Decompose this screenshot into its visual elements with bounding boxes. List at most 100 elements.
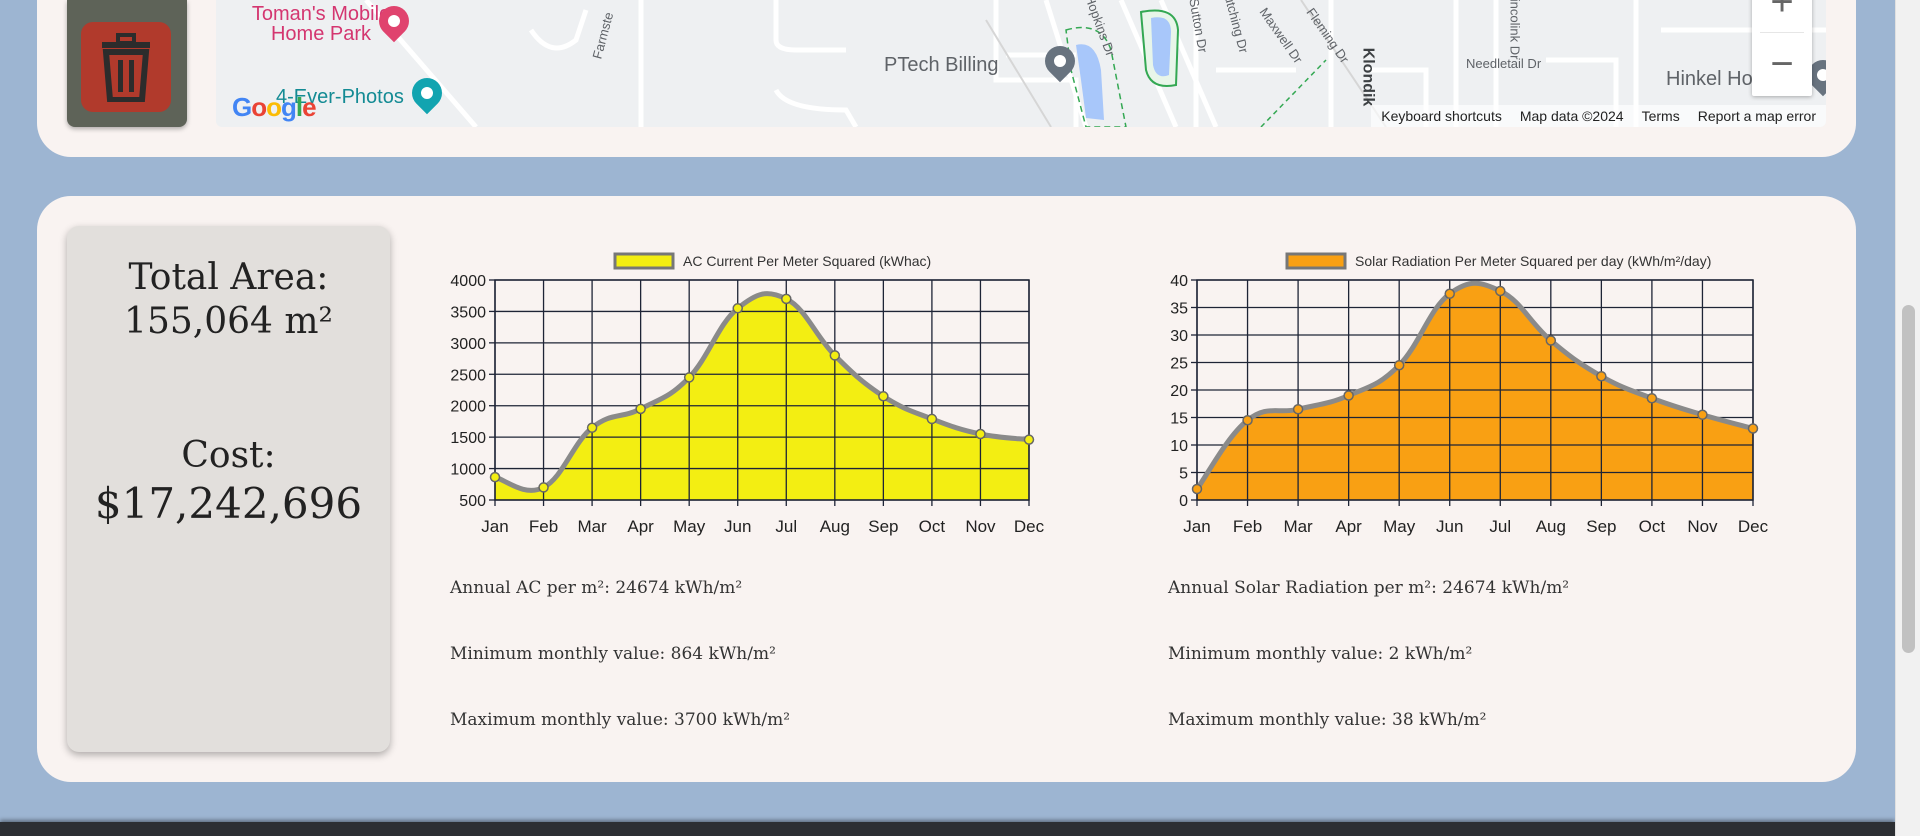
- y-tick-label: 2000: [450, 399, 486, 416]
- x-tick-label: Jun: [1436, 517, 1463, 536]
- delete-button[interactable]: [67, 0, 187, 127]
- data-point[interactable]: [1242, 415, 1253, 426]
- map-data-label: Map data ©2024: [1519, 108, 1624, 124]
- y-tick-label: 3500: [450, 304, 486, 321]
- y-tick-label: 35: [1170, 301, 1188, 318]
- trash-icon: [81, 22, 171, 112]
- scrollbar[interactable]: [1895, 0, 1920, 836]
- map-card: Toman's Mobile Home Park 4-Ever-Photos P…: [37, 0, 1856, 157]
- data-point[interactable]: [1697, 409, 1708, 420]
- data-point[interactable]: [586, 422, 598, 433]
- ac-annual-stat: Annual AC per m²: 24674 kWh/m²: [450, 578, 743, 598]
- y-tick-label: 30: [1170, 328, 1188, 345]
- data-point[interactable]: [1646, 393, 1658, 404]
- map-place-ptech-billing[interactable]: PTech Billing: [884, 54, 999, 76]
- x-tick-label: Mar: [577, 517, 607, 536]
- data-point[interactable]: [635, 403, 646, 415]
- x-tick-label: Dec: [1014, 517, 1045, 536]
- data-point[interactable]: [1747, 423, 1759, 434]
- x-tick-label: Jul: [775, 517, 797, 536]
- map-place-4ever-photos[interactable]: 4-Ever-Photos: [276, 86, 404, 108]
- keyboard-shortcuts-link[interactable]: Keyboard shortcuts: [1381, 108, 1502, 124]
- data-point[interactable]: [1393, 360, 1405, 371]
- data-point[interactable]: [732, 303, 743, 314]
- total-area-value: 155,064 m²: [124, 301, 333, 342]
- data-point[interactable]: [1292, 404, 1304, 415]
- data-point[interactable]: [1343, 390, 1354, 401]
- solar-annual-stat: Annual Solar Radiation per m²: 24674 kWh…: [1168, 578, 1570, 598]
- data-point[interactable]: [829, 350, 841, 361]
- x-tick-label: Jul: [1489, 517, 1511, 536]
- data-point[interactable]: [1545, 335, 1557, 346]
- legend-swatch[interactable]: [613, 252, 675, 270]
- x-tick-label: Jan: [481, 517, 508, 536]
- y-tick-label: 1500: [450, 430, 486, 447]
- x-tick-label: Feb: [1233, 517, 1262, 536]
- data-point[interactable]: [1191, 483, 1203, 495]
- legend-swatch[interactable]: [1285, 252, 1347, 270]
- data-point[interactable]: [1023, 434, 1035, 445]
- map-place-hinkel[interactable]: Hinkel Ho: [1666, 68, 1753, 90]
- y-tick-label: 1000: [450, 462, 486, 479]
- data-point[interactable]: [538, 482, 549, 493]
- data-point[interactable]: [1495, 285, 1506, 297]
- map-footer: Keyboard shortcuts Map data ©2024 Terms …: [1371, 105, 1826, 127]
- x-tick-label: Oct: [1639, 517, 1666, 536]
- ac-stats: Annual AC per m²: 24674 kWh/m² Minimum m…: [450, 578, 790, 776]
- data-point[interactable]: [878, 391, 889, 402]
- y-tick-label: 25: [1170, 356, 1188, 373]
- legend-label[interactable]: Solar Radiation Per Meter Squared per da…: [1355, 253, 1711, 269]
- solar-chart: Solar Radiation Per Meter Squared per da…: [1147, 248, 1827, 552]
- street-label: Klondik: [1359, 47, 1377, 107]
- ac-max-stat: Maximum monthly value: 3700 kWh/m²: [450, 710, 791, 730]
- map[interactable]: Toman's Mobile Home Park 4-Ever-Photos P…: [216, 0, 1826, 127]
- y-tick-label: 5: [1179, 466, 1188, 483]
- x-tick-label: Dec: [1738, 517, 1769, 536]
- x-tick-label: Oct: [919, 517, 946, 536]
- data-point[interactable]: [1444, 288, 1455, 299]
- data-point[interactable]: [781, 293, 792, 305]
- x-tick-label: Nov: [1687, 517, 1718, 536]
- solar-min-stat: Minimum monthly value: 2 kWh/m²: [1168, 644, 1473, 664]
- y-tick-label: 500: [459, 493, 486, 510]
- map-place-tomans[interactable]: Toman's Mobile Home Park: [251, 3, 391, 45]
- x-tick-label: Jan: [1183, 517, 1210, 536]
- x-tick-label: Nov: [965, 517, 996, 536]
- solar-chart-svg: Solar Radiation Per Meter Squared per da…: [1170, 252, 1769, 536]
- x-tick-label: Aug: [820, 517, 850, 536]
- x-tick-label: Sep: [1586, 517, 1616, 536]
- ac-chart-svg: AC Current Per Meter Squared (kWhac) 500 1…: [450, 252, 1045, 536]
- x-tick-label: Aug: [1536, 517, 1566, 536]
- plot-frame: [1196, 279, 1754, 501]
- data-point[interactable]: [683, 372, 695, 383]
- data-point[interactable]: [1596, 371, 1607, 382]
- results-card: Total Area: 155,064 m² Cost: $17,242,696…: [37, 196, 1856, 782]
- report-map-error-link[interactable]: Report a map error: [1697, 108, 1816, 124]
- area-fill: [495, 293, 1029, 500]
- data-point[interactable]: [926, 413, 938, 425]
- footer-bar: [0, 822, 1895, 836]
- zoom-in-button[interactable]: +: [1770, 0, 1794, 24]
- scrollbar-thumb[interactable]: [1902, 305, 1915, 653]
- zoom-divider: [1760, 32, 1804, 33]
- x-tick-label: Sep: [868, 517, 898, 536]
- google-logo[interactable]: Google: [232, 92, 317, 122]
- plot-frame: [494, 279, 1030, 501]
- total-area: Total Area: 155,064 m²: [67, 256, 390, 344]
- x-tick-label: May: [1383, 517, 1416, 536]
- y-tick-label: 2500: [450, 367, 486, 384]
- zoom-control: + −: [1752, 0, 1812, 96]
- cost-value: $17,242,696: [94, 479, 363, 528]
- y-tick-label: 4000: [450, 273, 486, 290]
- ac-min-stat: Minimum monthly value: 864 kWh/m²: [450, 644, 776, 664]
- y-tick-label: 0: [1179, 493, 1188, 510]
- terms-link[interactable]: Terms: [1641, 108, 1680, 124]
- data-point[interactable]: [975, 428, 986, 440]
- legend-label[interactable]: AC Current Per Meter Squared (kWhac): [683, 253, 931, 269]
- zoom-out-button[interactable]: −: [1770, 41, 1794, 86]
- total-area-label: Total Area:: [128, 257, 329, 298]
- ac-chart: AC Current Per Meter Squared (kWhac) 500 1…: [430, 248, 1110, 552]
- street-label: Lincolink Dr: [1507, 0, 1523, 60]
- y-tick-label: 3000: [450, 336, 486, 353]
- data-point[interactable]: [489, 471, 501, 483]
